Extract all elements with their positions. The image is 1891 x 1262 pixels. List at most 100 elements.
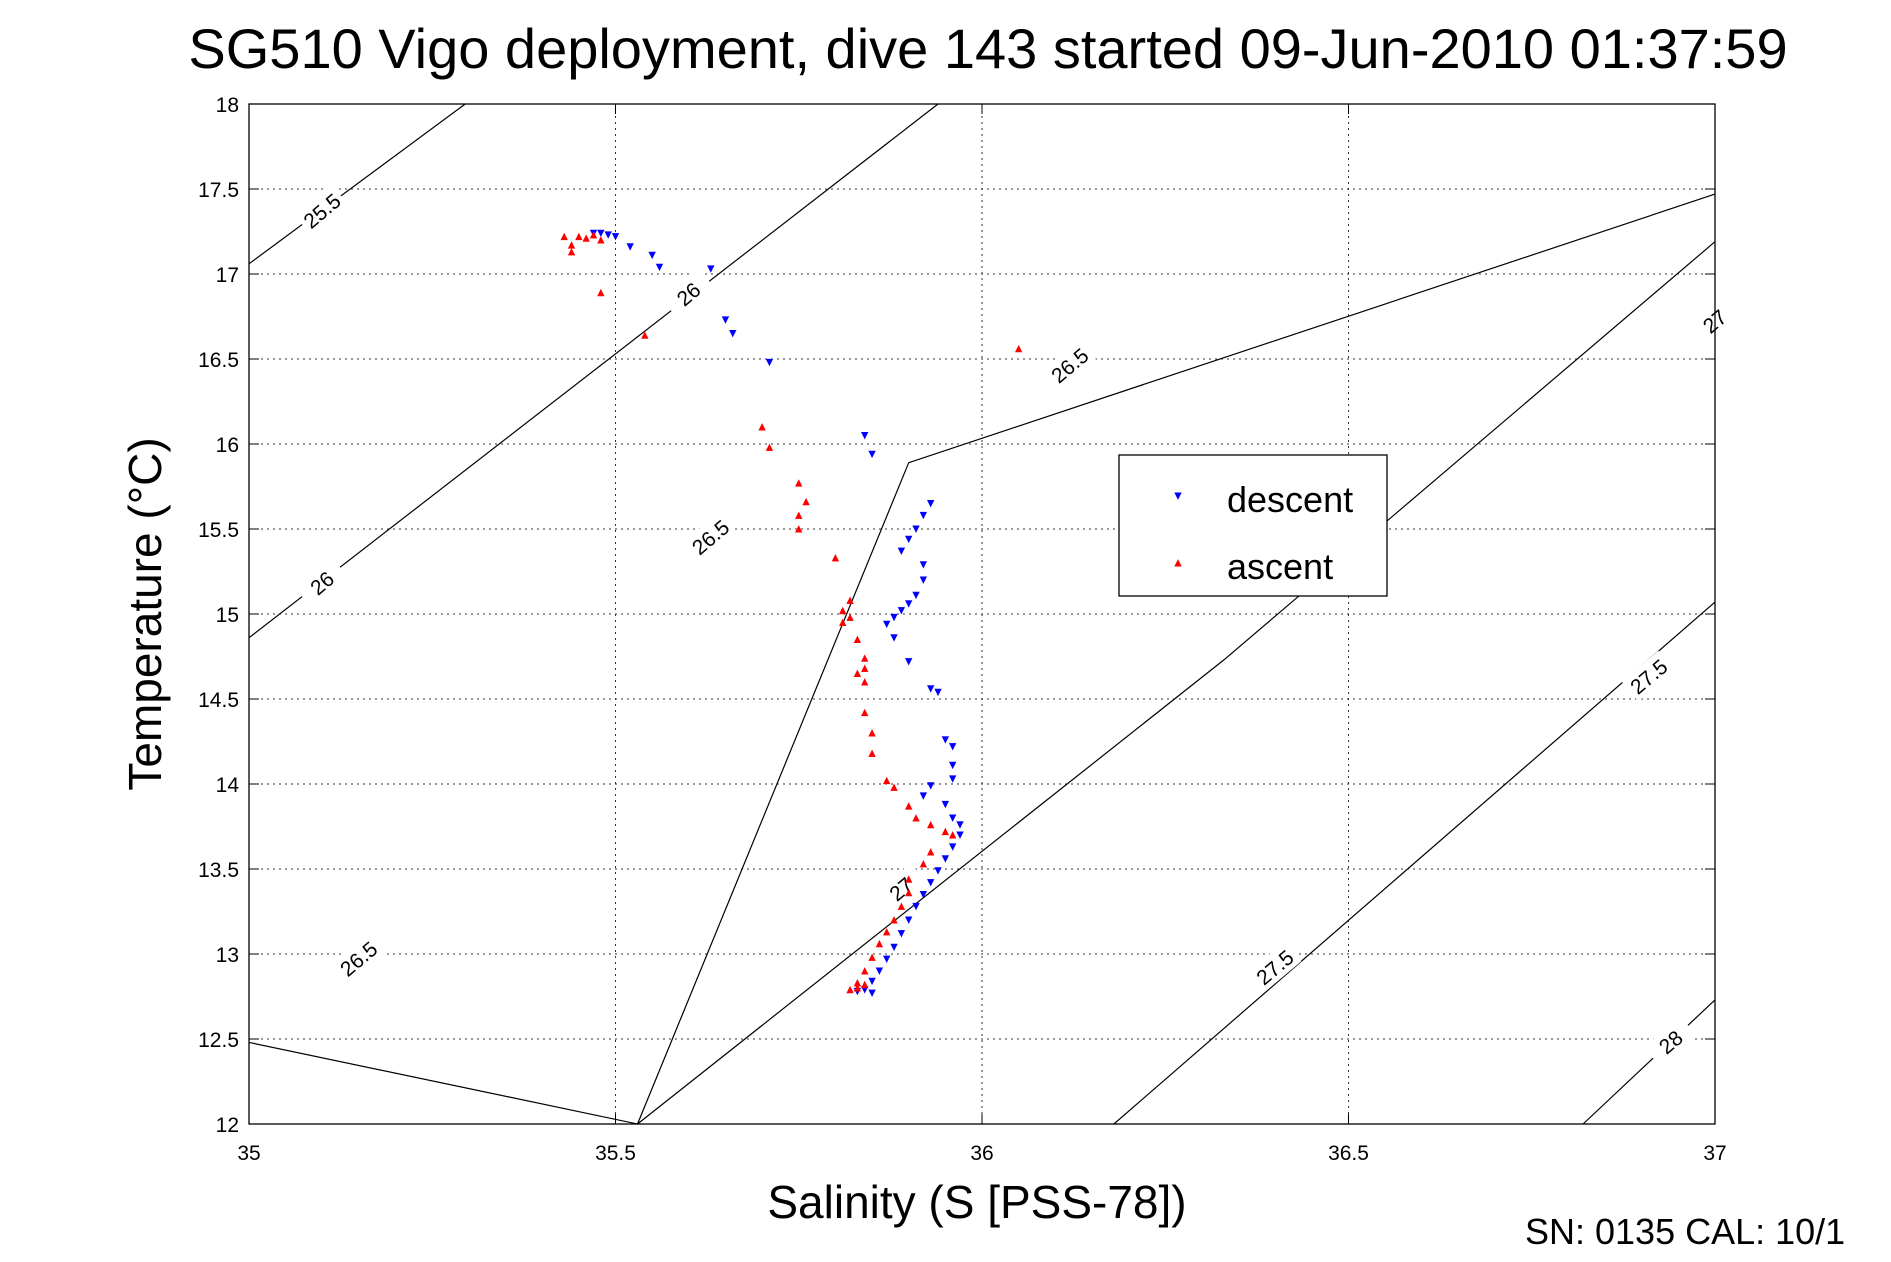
descent-point bbox=[655, 263, 664, 272]
density-contour-26.5 bbox=[248, 193, 1716, 1125]
descent-point bbox=[883, 955, 891, 963]
x-tick-label: 36.5 bbox=[1328, 1142, 1369, 1165]
ascent-point bbox=[890, 783, 898, 791]
y-tick-label: 15 bbox=[216, 604, 239, 627]
descent-point bbox=[905, 600, 913, 608]
descent-point bbox=[948, 843, 957, 851]
descent-point bbox=[941, 736, 950, 744]
descent-point bbox=[729, 330, 737, 338]
contour-label-bg bbox=[1042, 339, 1097, 391]
y-tick-label: 18 bbox=[216, 94, 239, 117]
descent-point bbox=[927, 685, 935, 693]
contour-label-bg bbox=[331, 932, 385, 984]
ascent-point bbox=[589, 231, 598, 239]
ascent-point bbox=[890, 916, 898, 924]
ascent-point bbox=[853, 669, 862, 677]
y-tick-label: 17 bbox=[216, 264, 239, 287]
series-descent bbox=[589, 229, 964, 997]
descent-point bbox=[648, 251, 656, 260]
ascent-point bbox=[575, 232, 583, 241]
sensor-calibration-footer: SN: 0135 CAL: 10/1 bbox=[1525, 1211, 1845, 1252]
legend-box bbox=[1118, 454, 1388, 597]
contour-label: 26 bbox=[294, 557, 349, 609]
descent-point bbox=[604, 231, 612, 239]
chart-title: SG510 Vigo deployment, dive 143 started … bbox=[188, 17, 1787, 80]
ascent-point bbox=[912, 814, 920, 822]
descent-point bbox=[890, 613, 898, 622]
ascent-point bbox=[927, 848, 935, 856]
ascent-point bbox=[868, 749, 876, 757]
descent-point bbox=[905, 916, 913, 924]
descent-point bbox=[868, 977, 876, 986]
ascent-point bbox=[795, 525, 803, 533]
contour-label-bg bbox=[294, 184, 349, 236]
y-tick-label: 14 bbox=[216, 774, 240, 797]
ascent-point bbox=[861, 980, 869, 989]
descent-point bbox=[861, 432, 869, 440]
y-tick-label: 12.5 bbox=[198, 1029, 239, 1052]
contour-label-bg bbox=[1621, 650, 1676, 702]
descent-point bbox=[597, 229, 605, 238]
contour-label-bg bbox=[661, 268, 715, 320]
ascent-point bbox=[831, 554, 840, 562]
ascent-point bbox=[839, 606, 847, 615]
ascent-point bbox=[802, 497, 810, 506]
ascent-point bbox=[567, 248, 576, 256]
descent-point bbox=[948, 743, 957, 751]
descent-point bbox=[611, 233, 620, 241]
ascent-point bbox=[846, 985, 854, 994]
ascent-point bbox=[875, 939, 884, 948]
density-contour-27.5 bbox=[1113, 601, 1716, 1125]
ascent-point bbox=[846, 613, 854, 621]
descent-point bbox=[919, 561, 928, 569]
legend: descent ascent bbox=[1118, 454, 1388, 597]
contour-label-bg bbox=[874, 863, 928, 915]
descent-point bbox=[905, 658, 913, 666]
ascent-point bbox=[839, 618, 847, 626]
density-contour-27 bbox=[637, 241, 1716, 1125]
ascent-point bbox=[905, 802, 913, 810]
descent-point bbox=[941, 855, 950, 863]
descent-point bbox=[948, 761, 957, 770]
descent-point bbox=[890, 634, 898, 642]
x-tick-label: 35 bbox=[237, 1142, 260, 1165]
ascent-point bbox=[853, 635, 862, 643]
ascent-point bbox=[883, 776, 891, 785]
series-ascent bbox=[560, 231, 1023, 994]
ascent-point bbox=[846, 596, 854, 604]
ascent-point bbox=[941, 827, 950, 836]
ascent-point bbox=[765, 443, 774, 451]
ascent-point bbox=[795, 479, 803, 487]
descent-point bbox=[890, 943, 898, 952]
descent-point bbox=[956, 831, 964, 839]
ascent-point bbox=[853, 984, 862, 992]
descent-point bbox=[765, 358, 774, 367]
contour-label-bg bbox=[1247, 941, 1302, 993]
contour-label: 26 bbox=[661, 268, 715, 320]
ascent-point bbox=[905, 875, 913, 883]
y-tick-label: 13 bbox=[216, 944, 239, 967]
ascent-point bbox=[905, 888, 913, 897]
y-tick-label: 17.5 bbox=[198, 179, 239, 202]
ascent-point bbox=[861, 664, 869, 672]
descent-point bbox=[905, 535, 913, 544]
ascent-point bbox=[861, 708, 869, 717]
contour-label: 28 bbox=[1643, 1016, 1698, 1068]
contour-label-bg bbox=[1643, 1016, 1698, 1068]
ascent-point bbox=[758, 423, 766, 431]
descent-point bbox=[927, 782, 935, 790]
descent-point bbox=[927, 500, 935, 508]
legend-marker-ascent bbox=[1174, 559, 1182, 567]
y-tick-label: 14.5 bbox=[198, 689, 239, 712]
ascent-point bbox=[861, 654, 869, 662]
descent-point bbox=[707, 265, 715, 273]
ascent-point bbox=[883, 928, 891, 936]
ascent-point bbox=[861, 678, 869, 686]
legend-label-descent: descent bbox=[1227, 479, 1353, 520]
descent-point bbox=[934, 688, 942, 697]
descent-point bbox=[875, 967, 884, 975]
contour-label-bg bbox=[683, 511, 737, 563]
descent-point bbox=[897, 547, 906, 555]
descent-point bbox=[927, 879, 935, 887]
